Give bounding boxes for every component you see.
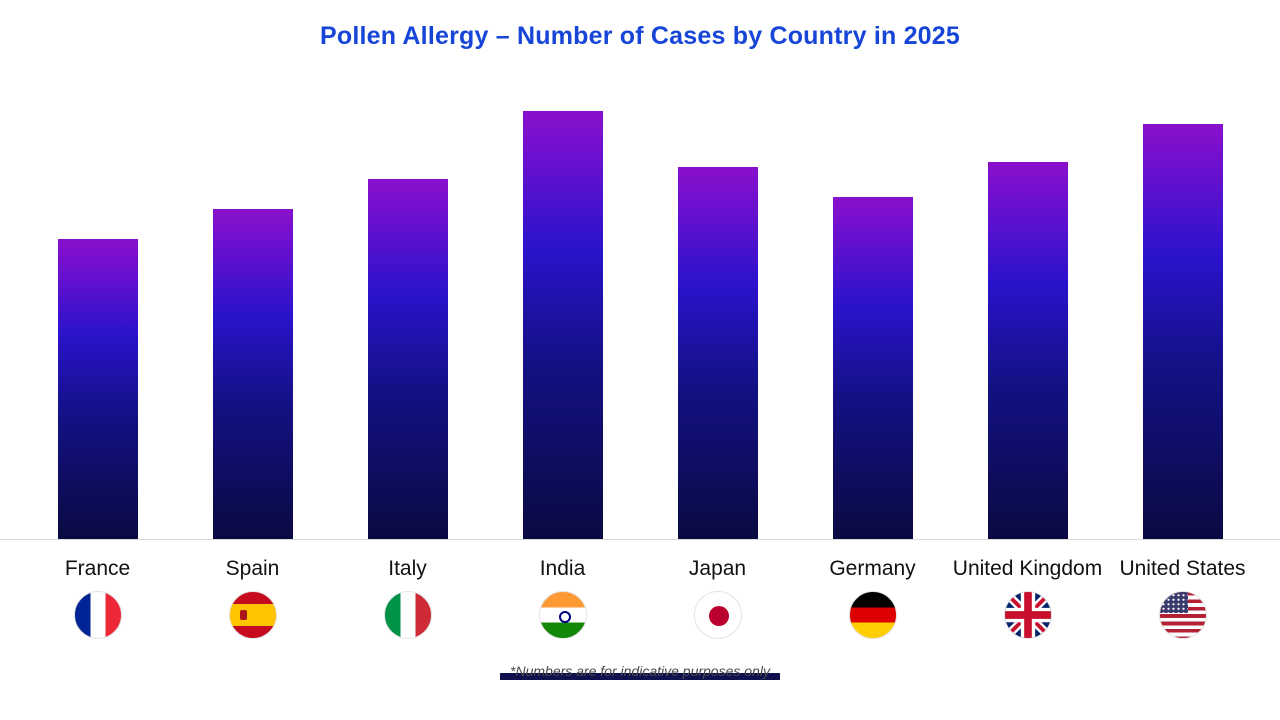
label-united-kingdom: United Kingdom xyxy=(952,557,1103,580)
japan-flag-icon xyxy=(693,591,742,639)
bar-column-spain xyxy=(175,209,330,539)
bar-column-italy xyxy=(330,179,485,539)
bar-column-india xyxy=(485,111,640,539)
label-france: France xyxy=(64,557,131,580)
flag-cell-spain xyxy=(175,591,330,639)
india-flag-icon xyxy=(538,591,587,639)
flag-cell-france xyxy=(20,591,175,639)
flag-cell-japan xyxy=(640,591,795,639)
bar-column-united-states xyxy=(1105,124,1260,539)
flag-cell-germany xyxy=(795,591,950,639)
plot-area xyxy=(0,69,1280,540)
united-states-flag-icon xyxy=(1158,591,1207,639)
bar-germany xyxy=(832,197,913,539)
flag-row xyxy=(0,583,1280,639)
footnote-underline-bar xyxy=(500,673,780,680)
bar-united-kingdom xyxy=(987,162,1068,539)
flag-cell-india xyxy=(485,591,640,639)
footnote: *Numbers are for indicative purposes onl… xyxy=(500,663,780,681)
bar-france xyxy=(57,239,138,539)
category-labels: France Spain Italy India Japan Germany U… xyxy=(0,540,1280,583)
bar-india xyxy=(522,111,603,539)
italy-flag-icon xyxy=(383,591,432,639)
flag-cell-italy xyxy=(330,591,485,639)
germany-flag-icon xyxy=(848,591,897,639)
chart-title: Pollen Allergy – Number of Cases by Coun… xyxy=(319,22,960,50)
united-kingdom-flag-icon xyxy=(1003,591,1052,639)
bar-united-states xyxy=(1142,124,1223,539)
bar-italy xyxy=(367,179,448,539)
label-germany: Germany xyxy=(829,557,916,580)
bar-column-united-kingdom xyxy=(950,162,1105,539)
label-united-states: United States xyxy=(1119,557,1246,580)
flag-cell-united-states xyxy=(1105,591,1260,639)
spain-flag-icon xyxy=(228,591,277,639)
label-japan: Japan xyxy=(688,557,747,580)
flag-cell-united-kingdom xyxy=(950,591,1105,639)
label-italy: Italy xyxy=(388,557,427,580)
bar-column-germany xyxy=(795,197,950,539)
footnote-text: *Numbers are for indicative purposes onl… xyxy=(510,663,770,679)
bar-column-france xyxy=(20,239,175,539)
bar-column-japan xyxy=(640,167,795,539)
label-spain: Spain xyxy=(225,557,280,580)
bar-spain xyxy=(212,209,293,539)
label-india: India xyxy=(539,557,586,580)
france-flag-icon xyxy=(73,591,122,639)
footnote-area: *Numbers are for indicative purposes onl… xyxy=(0,663,1280,681)
bar-japan xyxy=(677,167,758,539)
